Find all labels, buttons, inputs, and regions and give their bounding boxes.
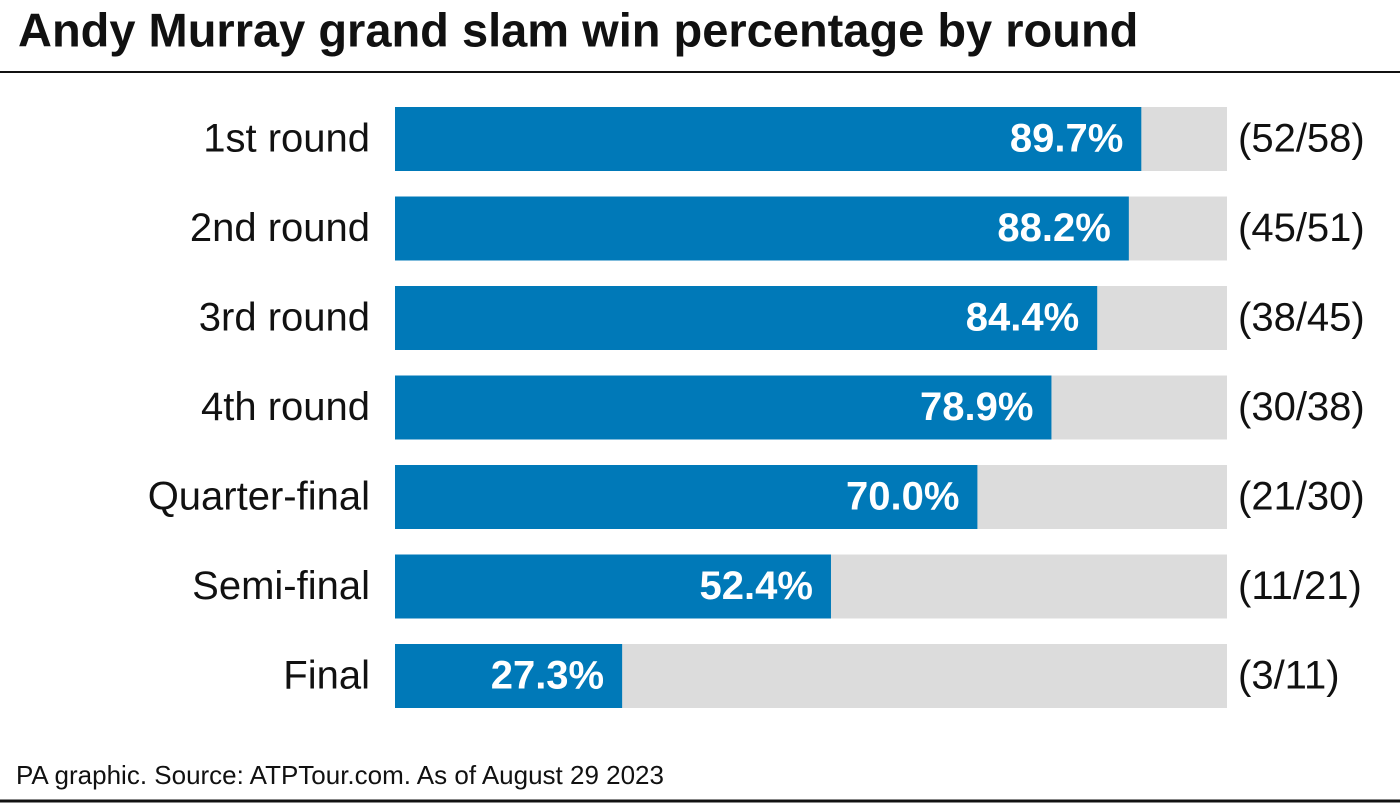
value-label: 27.3% xyxy=(491,654,604,698)
category-label: Quarter-final xyxy=(148,475,370,519)
record-label: (3/11) xyxy=(1238,654,1340,698)
category-label: 2nd round xyxy=(190,206,370,250)
chart-title: Andy Murray grand slam win percentage by… xyxy=(18,3,1138,56)
bar xyxy=(395,375,1052,440)
category-label: 4th round xyxy=(201,385,370,429)
bar xyxy=(395,107,1142,171)
value-label: 88.2% xyxy=(997,206,1110,250)
value-label: 52.4% xyxy=(700,564,813,608)
category-label: Semi-final xyxy=(192,564,370,608)
value-label: 70.0% xyxy=(846,475,959,519)
value-label: 78.9% xyxy=(920,385,1033,429)
record-label: (21/30) xyxy=(1238,475,1365,519)
value-label: 84.4% xyxy=(966,296,1079,340)
record-label: (45/51) xyxy=(1238,206,1365,250)
category-label: Final xyxy=(283,654,370,698)
bar xyxy=(395,465,978,529)
record-label: (11/21) xyxy=(1238,564,1362,608)
record-label: (30/38) xyxy=(1238,385,1365,429)
bar xyxy=(395,644,623,708)
bar xyxy=(395,286,1098,350)
bar xyxy=(395,196,1129,261)
record-label: (38/45) xyxy=(1238,296,1365,340)
bar xyxy=(395,554,831,619)
value-label: 89.7% xyxy=(1010,117,1123,161)
source-note: PA graphic. Source: ATPTour.com. As of A… xyxy=(16,760,664,790)
category-label: 3rd round xyxy=(199,296,370,340)
category-label: 1st round xyxy=(203,117,370,161)
record-label: (52/58) xyxy=(1238,117,1365,161)
